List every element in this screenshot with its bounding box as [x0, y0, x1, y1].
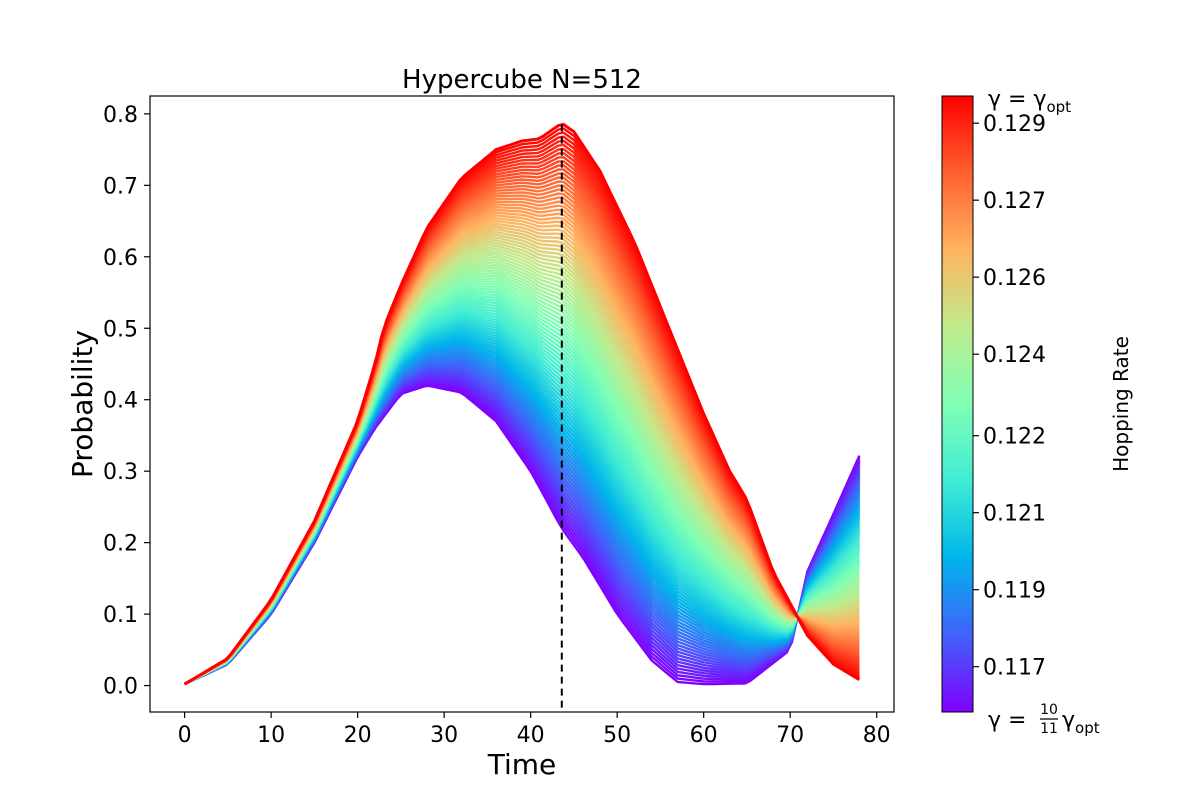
y-tick-label: 0.6 [103, 246, 138, 271]
y-tick-label: 0.0 [103, 675, 138, 700]
y-tick-label: 0.8 [103, 103, 138, 128]
chart-title: Hypercube N=512 [402, 65, 642, 95]
colorbar-top-label: γ = γopt [988, 87, 1071, 116]
colorbar-tick-label: 0.119 [983, 579, 1046, 604]
x-tick-label: 10 [257, 723, 285, 748]
colorbar-bottom-sub: opt [1075, 719, 1100, 737]
colorbar-bottom-gamma-label: γopt [1062, 708, 1100, 737]
y-tick-label: 0.2 [103, 532, 138, 557]
y-tick-label: 0.5 [103, 317, 138, 342]
y-tick-label: 0.1 [103, 603, 138, 628]
x-tick-label: 70 [776, 723, 804, 748]
x-tick-label: 40 [517, 723, 545, 748]
y-axis-ticks: 0.0 0.1 0.2 0.3 0.4 0.5 0.6 0.7 0.8 [103, 103, 150, 700]
curve-bundle [183, 122, 861, 686]
curve-gamma-100 [183, 122, 861, 686]
colorbar-tick-label: 0.126 [983, 266, 1046, 291]
plot-frame [149, 95, 895, 713]
y-tick-label: 0.7 [103, 174, 138, 199]
colorbar-bottom-denominator: 11 [1040, 721, 1058, 737]
x-tick-label: 0 [178, 723, 192, 748]
colorbar-tick-label: 0.121 [983, 502, 1046, 527]
colorbar-ticks: 0.117 0.119 0.121 0.122 0.124 0.126 0.127 0.129 [973, 112, 1046, 681]
colorbar-tick-label: 0.129 [983, 112, 1046, 137]
colorbar-tick-label: 0.122 [983, 425, 1046, 450]
colorbar-bottom-numerator: 10 [1040, 702, 1058, 718]
colorbar-label: Hopping Rate [1109, 336, 1133, 472]
y-tick-label: 0.4 [103, 389, 138, 414]
colorbar-bottom-label: γ = 10 11 γopt [988, 702, 1100, 737]
x-axis-label: Time [487, 748, 557, 781]
x-tick-label: 50 [603, 723, 631, 748]
colorbar-bottom-gamma: γ [1062, 708, 1075, 733]
x-tick-label: 60 [690, 723, 718, 748]
x-tick-label: 30 [430, 723, 458, 748]
colorbar-tick-label: 0.127 [983, 189, 1046, 214]
colorbar-top-main: γ = γ [988, 87, 1046, 112]
colorbar-bottom-main: γ = [988, 708, 1026, 733]
y-tick-label: 0.3 [103, 460, 138, 485]
x-tick-label: 80 [863, 723, 891, 748]
colorbar [941, 95, 974, 713]
x-axis-ticks: 0 10 20 30 40 50 60 70 80 [178, 712, 891, 748]
y-axis-label: Probability [66, 330, 99, 478]
colorbar-tick-label: 0.124 [983, 343, 1046, 368]
x-tick-label: 20 [344, 723, 372, 748]
colorbar-top-sub: opt [1046, 98, 1071, 116]
colorbar-tick-label: 0.117 [983, 656, 1046, 681]
